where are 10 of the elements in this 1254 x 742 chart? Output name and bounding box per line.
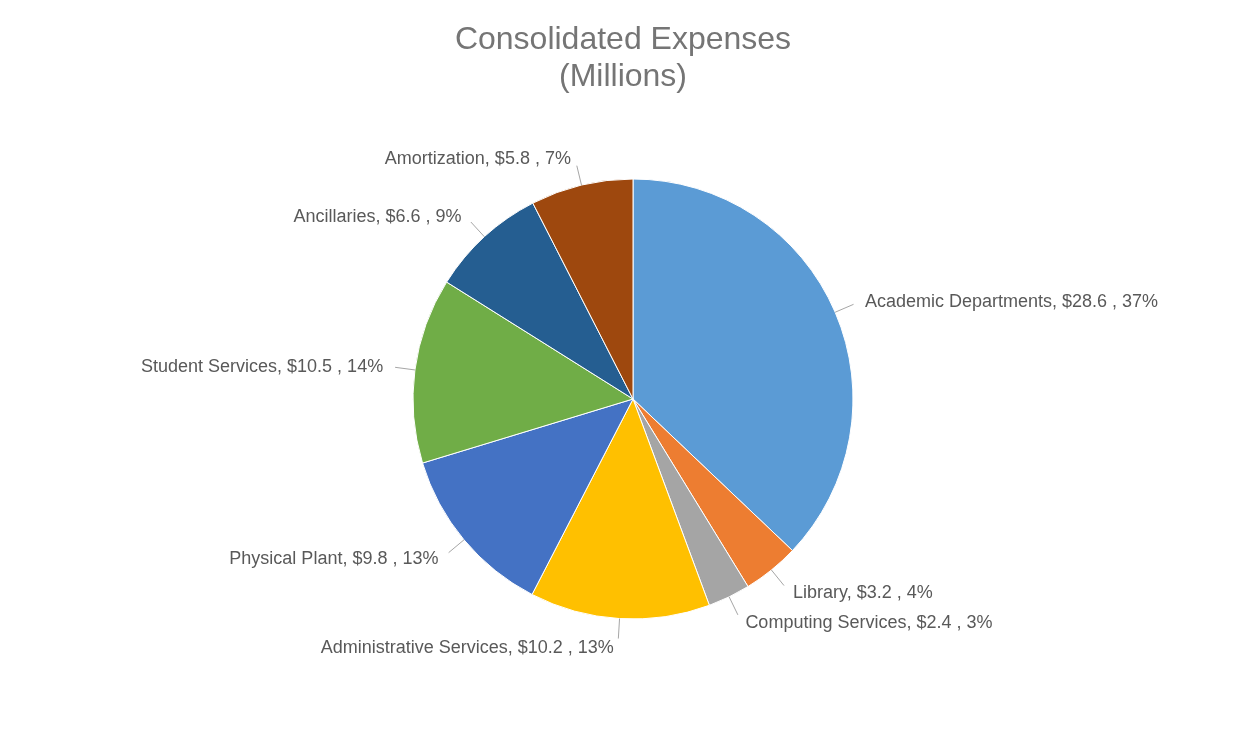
- slice-label: Amortization, $5.8 , 7%: [384, 147, 571, 168]
- slice-label: Student Services, $10.5 , 14%: [141, 356, 384, 377]
- chart-title: Consolidated Expenses: [453, 20, 793, 57]
- slice-label: Physical Plant, $9.8 , 13%: [229, 547, 439, 568]
- slice-label: Ancillaries, $6.6 , 9%: [293, 206, 462, 227]
- slice-label: Academic Departments, $28.6 , 37%: [864, 291, 1159, 312]
- slice-label: Library, $3.2 , 4%: [793, 581, 933, 602]
- slice-label: Administrative Services, $10.2 , 13%: [320, 636, 614, 657]
- slice-label: Computing Services, $2.4 , 3%: [745, 612, 993, 633]
- chart-subtitle: (Millions): [558, 57, 688, 94]
